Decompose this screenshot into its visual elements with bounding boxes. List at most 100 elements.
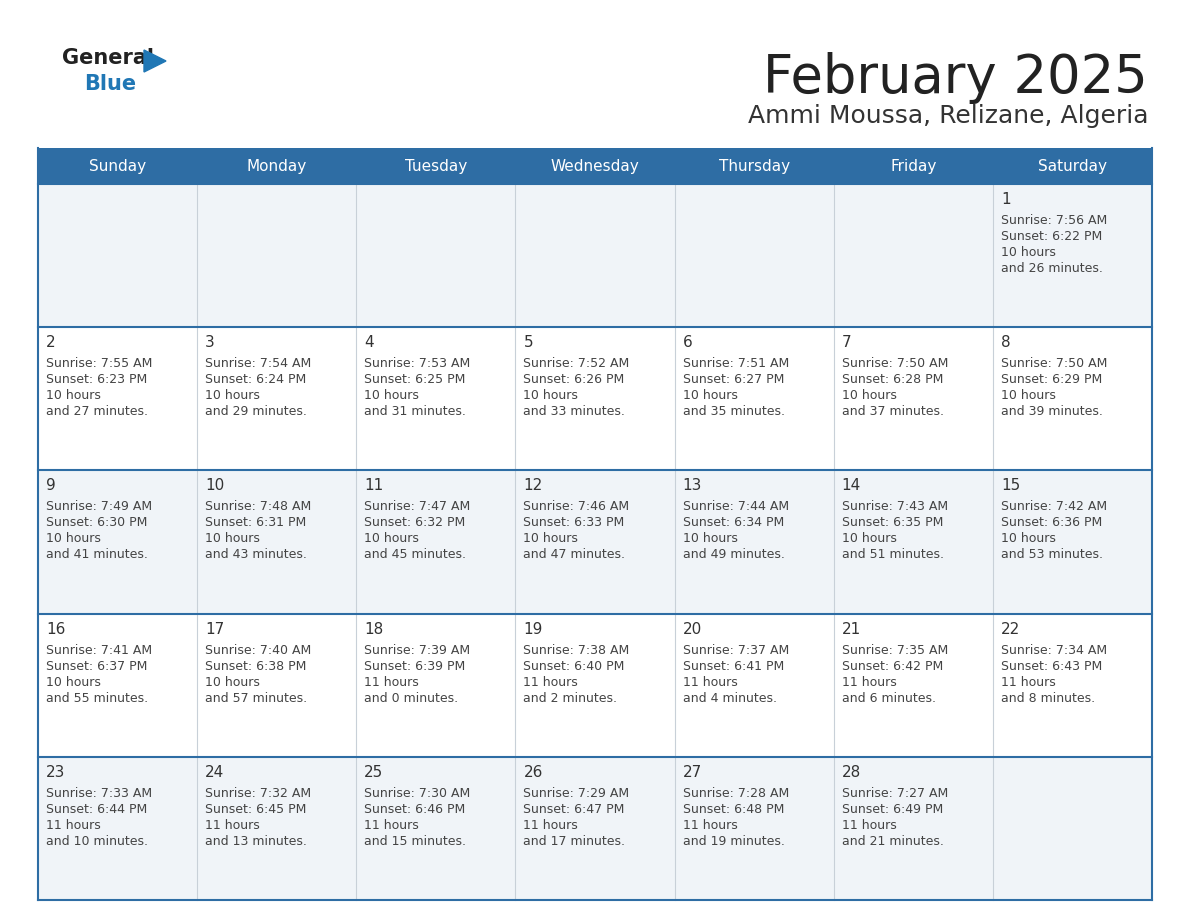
Text: Sunset: 6:45 PM: Sunset: 6:45 PM	[206, 803, 307, 816]
Text: Sunrise: 7:43 AM: Sunrise: 7:43 AM	[842, 500, 948, 513]
Text: and 8 minutes.: and 8 minutes.	[1000, 691, 1095, 705]
Text: 11 hours: 11 hours	[842, 819, 897, 832]
Bar	[834, 327, 993, 470]
Text: 10 hours: 10 hours	[206, 676, 260, 688]
Text: Sunset: 6:22 PM: Sunset: 6:22 PM	[1000, 230, 1102, 243]
Text: and 31 minutes.: and 31 minutes.	[365, 405, 466, 419]
Bar	[675, 613, 834, 756]
Text: 14: 14	[842, 478, 861, 493]
Text: 10 hours: 10 hours	[46, 389, 101, 402]
Text: Sunset: 6:36 PM: Sunset: 6:36 PM	[1000, 517, 1102, 530]
Text: 11 hours: 11 hours	[365, 819, 419, 832]
Bar	[834, 184, 993, 327]
Text: Sunrise: 7:46 AM: Sunrise: 7:46 AM	[524, 500, 630, 513]
Text: Sunset: 6:25 PM: Sunset: 6:25 PM	[365, 374, 466, 386]
Text: 9: 9	[46, 478, 56, 493]
Bar	[197, 756, 356, 900]
Text: and 49 minutes.: and 49 minutes.	[683, 548, 784, 562]
Text: Sunday: Sunday	[89, 159, 146, 174]
Text: Wednesday: Wednesday	[550, 159, 639, 174]
Bar	[38, 184, 197, 327]
Bar	[38, 148, 197, 184]
Text: Sunrise: 7:29 AM: Sunrise: 7:29 AM	[524, 787, 630, 800]
Text: and 2 minutes.: and 2 minutes.	[524, 691, 618, 705]
Bar	[993, 327, 1152, 470]
Bar	[993, 148, 1152, 184]
Bar	[516, 756, 675, 900]
Text: 10 hours: 10 hours	[1000, 389, 1056, 402]
Text: General: General	[62, 48, 154, 68]
Text: 21: 21	[842, 621, 861, 636]
Text: 12: 12	[524, 478, 543, 493]
Text: Sunrise: 7:37 AM: Sunrise: 7:37 AM	[683, 644, 789, 656]
Text: Saturday: Saturday	[1038, 159, 1107, 174]
Bar	[38, 470, 197, 613]
Text: 25: 25	[365, 765, 384, 779]
Text: Sunrise: 7:51 AM: Sunrise: 7:51 AM	[683, 357, 789, 370]
Text: Sunset: 6:49 PM: Sunset: 6:49 PM	[842, 803, 943, 816]
Text: Tuesday: Tuesday	[405, 159, 467, 174]
Text: 8: 8	[1000, 335, 1011, 350]
Bar	[993, 613, 1152, 756]
Text: Blue: Blue	[84, 74, 137, 94]
Text: 11 hours: 11 hours	[683, 819, 738, 832]
Text: Sunrise: 7:38 AM: Sunrise: 7:38 AM	[524, 644, 630, 656]
Text: 10 hours: 10 hours	[1000, 246, 1056, 259]
Text: 11: 11	[365, 478, 384, 493]
Text: 19: 19	[524, 621, 543, 636]
Text: 4: 4	[365, 335, 374, 350]
Text: 2: 2	[46, 335, 56, 350]
Bar	[356, 327, 516, 470]
Text: and 4 minutes.: and 4 minutes.	[683, 691, 777, 705]
Bar	[993, 470, 1152, 613]
Text: Sunset: 6:47 PM: Sunset: 6:47 PM	[524, 803, 625, 816]
Text: 6: 6	[683, 335, 693, 350]
Text: Sunrise: 7:35 AM: Sunrise: 7:35 AM	[842, 644, 948, 656]
Bar	[993, 184, 1152, 327]
Bar	[516, 613, 675, 756]
Text: and 51 minutes.: and 51 minutes.	[842, 548, 943, 562]
Text: and 37 minutes.: and 37 minutes.	[842, 405, 943, 419]
Bar	[516, 470, 675, 613]
Text: February 2025: February 2025	[763, 52, 1148, 104]
Text: Sunrise: 7:49 AM: Sunrise: 7:49 AM	[46, 500, 152, 513]
Text: 10 hours: 10 hours	[842, 532, 897, 545]
Text: 10 hours: 10 hours	[683, 389, 738, 402]
Text: 20: 20	[683, 621, 702, 636]
Text: Sunrise: 7:30 AM: Sunrise: 7:30 AM	[365, 787, 470, 800]
Bar	[356, 184, 516, 327]
Bar	[356, 148, 516, 184]
Text: Sunrise: 7:34 AM: Sunrise: 7:34 AM	[1000, 644, 1107, 656]
Bar	[675, 148, 834, 184]
Text: Sunset: 6:30 PM: Sunset: 6:30 PM	[46, 517, 147, 530]
Text: Sunset: 6:26 PM: Sunset: 6:26 PM	[524, 374, 625, 386]
Bar	[197, 470, 356, 613]
Text: 11 hours: 11 hours	[365, 676, 419, 688]
Text: 28: 28	[842, 765, 861, 779]
Text: 11 hours: 11 hours	[524, 819, 579, 832]
Text: Sunset: 6:28 PM: Sunset: 6:28 PM	[842, 374, 943, 386]
Text: 22: 22	[1000, 621, 1020, 636]
Text: and 27 minutes.: and 27 minutes.	[46, 405, 148, 419]
Polygon shape	[144, 50, 166, 72]
Text: Sunrise: 7:42 AM: Sunrise: 7:42 AM	[1000, 500, 1107, 513]
Bar	[356, 470, 516, 613]
Bar	[38, 613, 197, 756]
Text: 10 hours: 10 hours	[206, 532, 260, 545]
Text: and 53 minutes.: and 53 minutes.	[1000, 548, 1102, 562]
Text: 10: 10	[206, 478, 225, 493]
Text: and 33 minutes.: and 33 minutes.	[524, 405, 625, 419]
Text: Sunset: 6:29 PM: Sunset: 6:29 PM	[1000, 374, 1102, 386]
Bar	[38, 756, 197, 900]
Text: and 29 minutes.: and 29 minutes.	[206, 405, 307, 419]
Text: 11 hours: 11 hours	[683, 676, 738, 688]
Text: 24: 24	[206, 765, 225, 779]
Text: 11 hours: 11 hours	[524, 676, 579, 688]
Text: Sunset: 6:38 PM: Sunset: 6:38 PM	[206, 660, 307, 673]
Bar	[675, 756, 834, 900]
Text: Sunset: 6:44 PM: Sunset: 6:44 PM	[46, 803, 147, 816]
Text: Sunrise: 7:33 AM: Sunrise: 7:33 AM	[46, 787, 152, 800]
Text: and 26 minutes.: and 26 minutes.	[1000, 262, 1102, 275]
Text: Sunset: 6:34 PM: Sunset: 6:34 PM	[683, 517, 784, 530]
Text: Sunrise: 7:47 AM: Sunrise: 7:47 AM	[365, 500, 470, 513]
